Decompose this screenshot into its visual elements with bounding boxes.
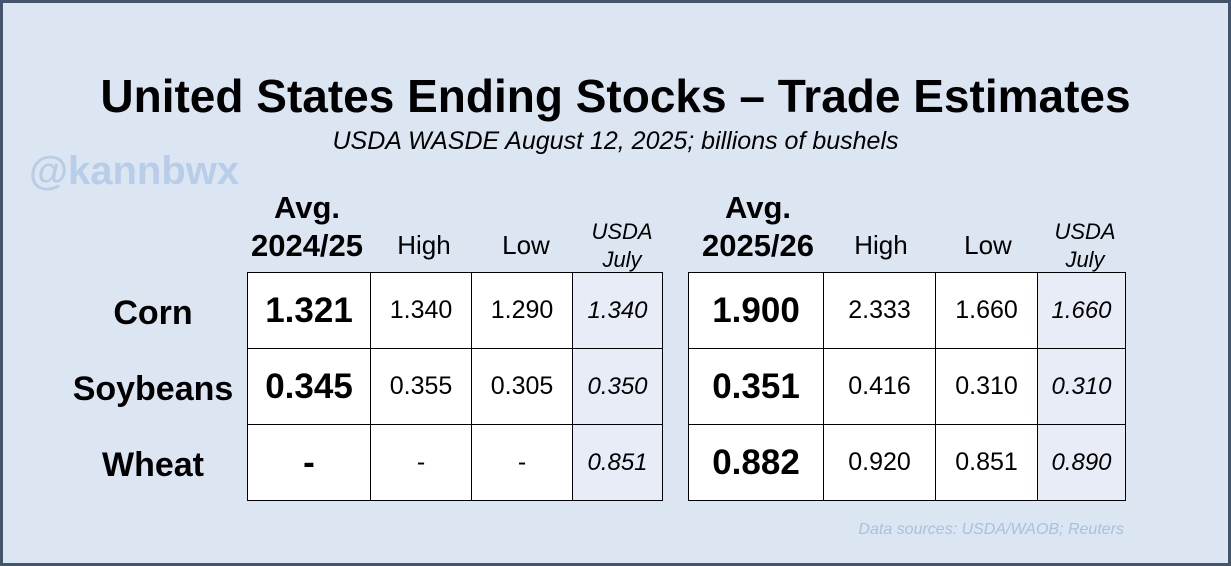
usda-cell: 0.350 (572, 348, 663, 425)
right-avg-header-line1: Avg. (724, 190, 792, 225)
data-source-note: Data sources: USDA/WAOB; Reuters (858, 521, 1124, 538)
row-label-soybeans: Soybeans (72, 370, 234, 408)
left-low-header: Low (502, 230, 550, 260)
high-cell: 1.340 (370, 272, 472, 349)
left-high-header: High (397, 230, 451, 260)
high-cell: - (370, 424, 472, 501)
right-low-header: Low (964, 230, 1012, 260)
right-usda-header-line2: July (1065, 247, 1105, 272)
watermark-handle: @kannbwx (29, 149, 240, 193)
usda-cell: 0.851 (572, 424, 663, 501)
page-title: United States Ending Stocks – Trade Esti… (100, 70, 1131, 122)
left-avg-header-line2: 2024/25 (250, 228, 364, 263)
low-cell: - (471, 424, 573, 501)
table-2025-26: 1.900 2.333 1.660 1.660 0.351 0.416 0.31… (688, 272, 1126, 501)
usda-cell: 0.310 (1037, 348, 1126, 425)
row-label-corn: Corn (113, 294, 193, 332)
low-cell: 0.310 (935, 348, 1038, 425)
avg-cell: 0.351 (688, 348, 824, 425)
left-avg-header-line1: Avg. (273, 190, 341, 225)
table-2024-25: 1.321 1.340 1.290 1.340 0.345 0.355 0.30… (247, 272, 663, 501)
usda-cell: 0.890 (1037, 424, 1126, 501)
table-row: 0.882 0.920 0.851 0.890 (688, 424, 1126, 501)
left-usda-header-line1: USDA (591, 219, 653, 244)
low-cell: 0.305 (471, 348, 573, 425)
high-cell: 0.920 (823, 424, 936, 501)
table-row: 0.351 0.416 0.310 0.310 (688, 348, 1126, 425)
right-usda-header: USDA July (1040, 218, 1130, 274)
row-label-wheat: Wheat (102, 446, 204, 484)
right-avg-header-line2: 2025/26 (701, 228, 815, 263)
right-avg-header: Avg. 2025/26 (686, 189, 830, 265)
high-cell: 0.355 (370, 348, 472, 425)
left-usda-header: USDA July (576, 218, 668, 274)
left-avg-header: Avg. 2024/25 (235, 189, 379, 265)
low-cell: 1.290 (471, 272, 573, 349)
table-row: 1.900 2.333 1.660 1.660 (688, 272, 1126, 349)
usda-cell: 1.340 (572, 272, 663, 349)
right-high-header: High (854, 230, 908, 260)
avg-cell: 1.900 (688, 272, 824, 349)
table-row: - - - 0.851 (247, 424, 663, 501)
high-cell: 2.333 (823, 272, 936, 349)
high-cell: 0.416 (823, 348, 936, 425)
table-row: 1.321 1.340 1.290 1.340 (247, 272, 663, 349)
avg-cell: 0.345 (247, 348, 371, 425)
right-usda-header-line1: USDA (1054, 219, 1116, 244)
low-cell: 1.660 (935, 272, 1038, 349)
left-usda-header-line2: July (602, 247, 642, 272)
usda-cell: 1.660 (1037, 272, 1126, 349)
avg-cell: - (247, 424, 371, 501)
page-subtitle: USDA WASDE August 12, 2025; billions of … (332, 127, 899, 155)
avg-cell: 0.882 (688, 424, 824, 501)
low-cell: 0.851 (935, 424, 1038, 501)
avg-cell: 1.321 (247, 272, 371, 349)
table-row: 0.345 0.355 0.305 0.350 (247, 348, 663, 425)
